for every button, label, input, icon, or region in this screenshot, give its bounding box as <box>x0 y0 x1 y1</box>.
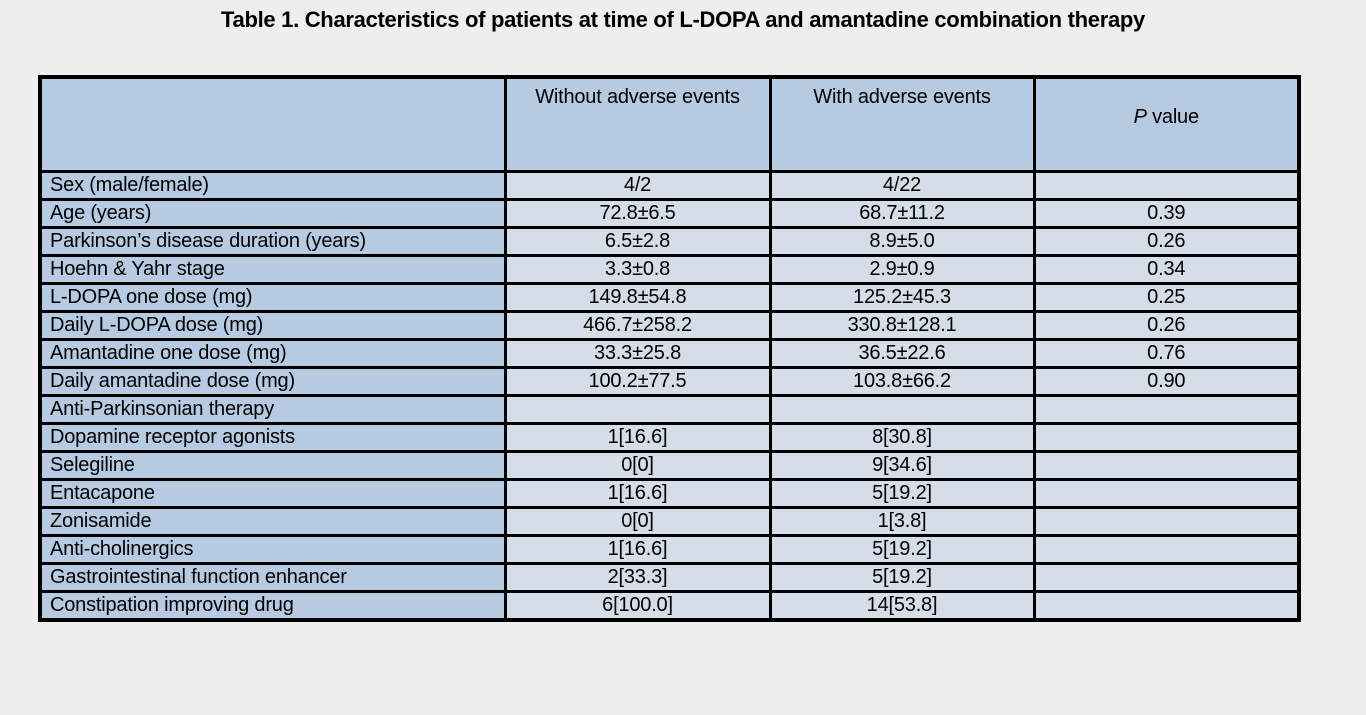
cell-with-adverse-events: 330.8±128.1 <box>768 309 1036 341</box>
cell-without-adverse-events: 0[0] <box>503 505 772 537</box>
cell-p-value <box>1032 561 1301 593</box>
table-body: Sex (male/female) 4/2 4/22 Age (years) 72.8±… <box>38 169 1301 621</box>
p-value-rest-part: value <box>1146 106 1199 129</box>
header-row: Without adverse events With adverse even… <box>38 75 1301 173</box>
cell-p-value: 0.34 <box>1032 253 1301 285</box>
table-row: L-DOPA one dose (mg) 149.8±54.8 125.2±45.3… <box>38 281 1301 313</box>
table-row: Parkinson’s disease duration (years) 6.5±… <box>38 225 1301 257</box>
header-cell-with-adverse-events: With adverse events <box>768 75 1036 173</box>
cell-without-adverse-events: 6.5±2.8 <box>503 225 772 257</box>
row-label: Daily L-DOPA dose (mg) <box>38 309 507 341</box>
cell-with-adverse-events: 8[30.8] <box>768 421 1036 453</box>
table-row: Hoehn & Yahr stage 3.3±0.8 2.9±0.9 0.34 <box>38 253 1301 285</box>
row-label: Zonisamide <box>38 505 507 537</box>
table-row: Daily L-DOPA dose (mg) 466.7±258.2 330.8±1… <box>38 309 1301 341</box>
cell-without-adverse-events: 100.2±77.5 <box>503 365 772 397</box>
table-row: Anti-Parkinsonian therapy <box>38 393 1301 425</box>
cell-p-value: 0.39 <box>1032 197 1301 229</box>
header-cell-p-value: P value <box>1032 75 1301 173</box>
cell-with-adverse-events: 14[53.8] <box>768 589 1036 621</box>
cell-with-adverse-events: 2.9±0.9 <box>768 253 1036 285</box>
row-label: Amantadine one dose (mg) <box>38 337 507 369</box>
cell-p-value <box>1032 449 1301 481</box>
row-label: Constipation improving drug <box>38 589 507 621</box>
row-label: Gastrointestinal function enhancer <box>38 561 507 593</box>
cell-p-value: 0.90 <box>1032 365 1301 397</box>
row-label: L-DOPA one dose (mg) <box>38 281 507 313</box>
cell-without-adverse-events: 4/2 <box>503 169 772 201</box>
table-row: Amantadine one dose (mg) 33.3±25.8 36.5±22… <box>38 337 1301 369</box>
cell-without-adverse-events: 6[100.0] <box>503 589 772 621</box>
cell-p-value <box>1032 477 1301 509</box>
cell-without-adverse-events: 72.8±6.5 <box>503 197 772 229</box>
cell-p-value: 0.26 <box>1032 225 1301 257</box>
cell-without-adverse-events: 1[16.6] <box>503 477 772 509</box>
cell-with-adverse-events: 68.7±11.2 <box>768 197 1036 229</box>
cell-with-adverse-events: 9[34.6] <box>768 449 1036 481</box>
cell-without-adverse-events: 33.3±25.8 <box>503 337 772 369</box>
cell-without-adverse-events: 1[16.6] <box>503 533 772 565</box>
row-label: Parkinson’s disease duration (years) <box>38 225 507 257</box>
table-row: Daily amantadine dose (mg) 100.2±77.5 103.… <box>38 365 1301 397</box>
cell-without-adverse-events: 1[16.6] <box>503 421 772 453</box>
table-row: Selegiline 0[0] 9[34.6] <box>38 449 1301 481</box>
row-label: Sex (male/female) <box>38 169 507 201</box>
cell-with-adverse-events: 4/22 <box>768 169 1036 201</box>
cell-with-adverse-events: 5[19.2] <box>768 477 1036 509</box>
header-cell-empty <box>38 75 507 173</box>
row-label: Dopamine receptor agonists <box>38 421 507 453</box>
row-label: Age (years) <box>38 197 507 229</box>
table-caption: Table 1. Characteristics of patients at … <box>221 7 1145 32</box>
cell-without-adverse-events: 3.3±0.8 <box>503 253 772 285</box>
row-label: Anti-Parkinsonian therapy <box>38 393 507 425</box>
cell-p-value <box>1032 421 1301 453</box>
row-label: Hoehn & Yahr stage <box>38 253 507 285</box>
row-label: Selegiline <box>38 449 507 481</box>
patient-characteristics-table: Without adverse events With adverse even… <box>38 75 1301 622</box>
table-row: Zonisamide 0[0] 1[3.8] <box>38 505 1301 537</box>
row-label: Anti-cholinergics <box>38 533 507 565</box>
cell-p-value <box>1032 393 1301 425</box>
table-row: Constipation improving drug 6[100.0] 14[53… <box>38 589 1301 621</box>
row-label: Entacapone <box>38 477 507 509</box>
cell-with-adverse-events: 36.5±22.6 <box>768 337 1036 369</box>
table-row: Entacapone 1[16.6] 5[19.2] <box>38 477 1301 509</box>
table-row: Anti-cholinergics 1[16.6] 5[19.2] <box>38 533 1301 565</box>
table-row: Dopamine receptor agonists 1[16.6] 8[30.8] <box>38 421 1301 453</box>
cell-with-adverse-events: 125.2±45.3 <box>768 281 1036 313</box>
cell-with-adverse-events <box>768 393 1036 425</box>
cell-with-adverse-events: 1[3.8] <box>768 505 1036 537</box>
cell-without-adverse-events: 149.8±54.8 <box>503 281 772 313</box>
cell-p-value: 0.26 <box>1032 309 1301 341</box>
table-row: Age (years) 72.8±6.5 68.7±11.2 0.39 <box>38 197 1301 229</box>
row-label: Daily amantadine dose (mg) <box>38 365 507 397</box>
cell-with-adverse-events: 8.9±5.0 <box>768 225 1036 257</box>
cell-without-adverse-events <box>503 393 772 425</box>
cell-without-adverse-events: 466.7±258.2 <box>503 309 772 341</box>
cell-p-value <box>1032 505 1301 537</box>
cell-p-value <box>1032 589 1301 621</box>
cell-p-value <box>1032 169 1301 201</box>
p-value-italic-part: P <box>1133 106 1147 129</box>
header-cell-without-adverse-events: Without adverse events <box>503 75 772 173</box>
cell-p-value <box>1032 533 1301 565</box>
table-row: Gastrointestinal function enhancer 2[33.3… <box>38 561 1301 593</box>
cell-with-adverse-events: 5[19.2] <box>768 533 1036 565</box>
cell-without-adverse-events: 2[33.3] <box>503 561 772 593</box>
cell-with-adverse-events: 5[19.2] <box>768 561 1036 593</box>
cell-with-adverse-events: 103.8±66.2 <box>768 365 1036 397</box>
cell-p-value: 0.76 <box>1032 337 1301 369</box>
table-row: Sex (male/female) 4/2 4/22 <box>38 169 1301 201</box>
cell-p-value: 0.25 <box>1032 281 1301 313</box>
cell-without-adverse-events: 0[0] <box>503 449 772 481</box>
